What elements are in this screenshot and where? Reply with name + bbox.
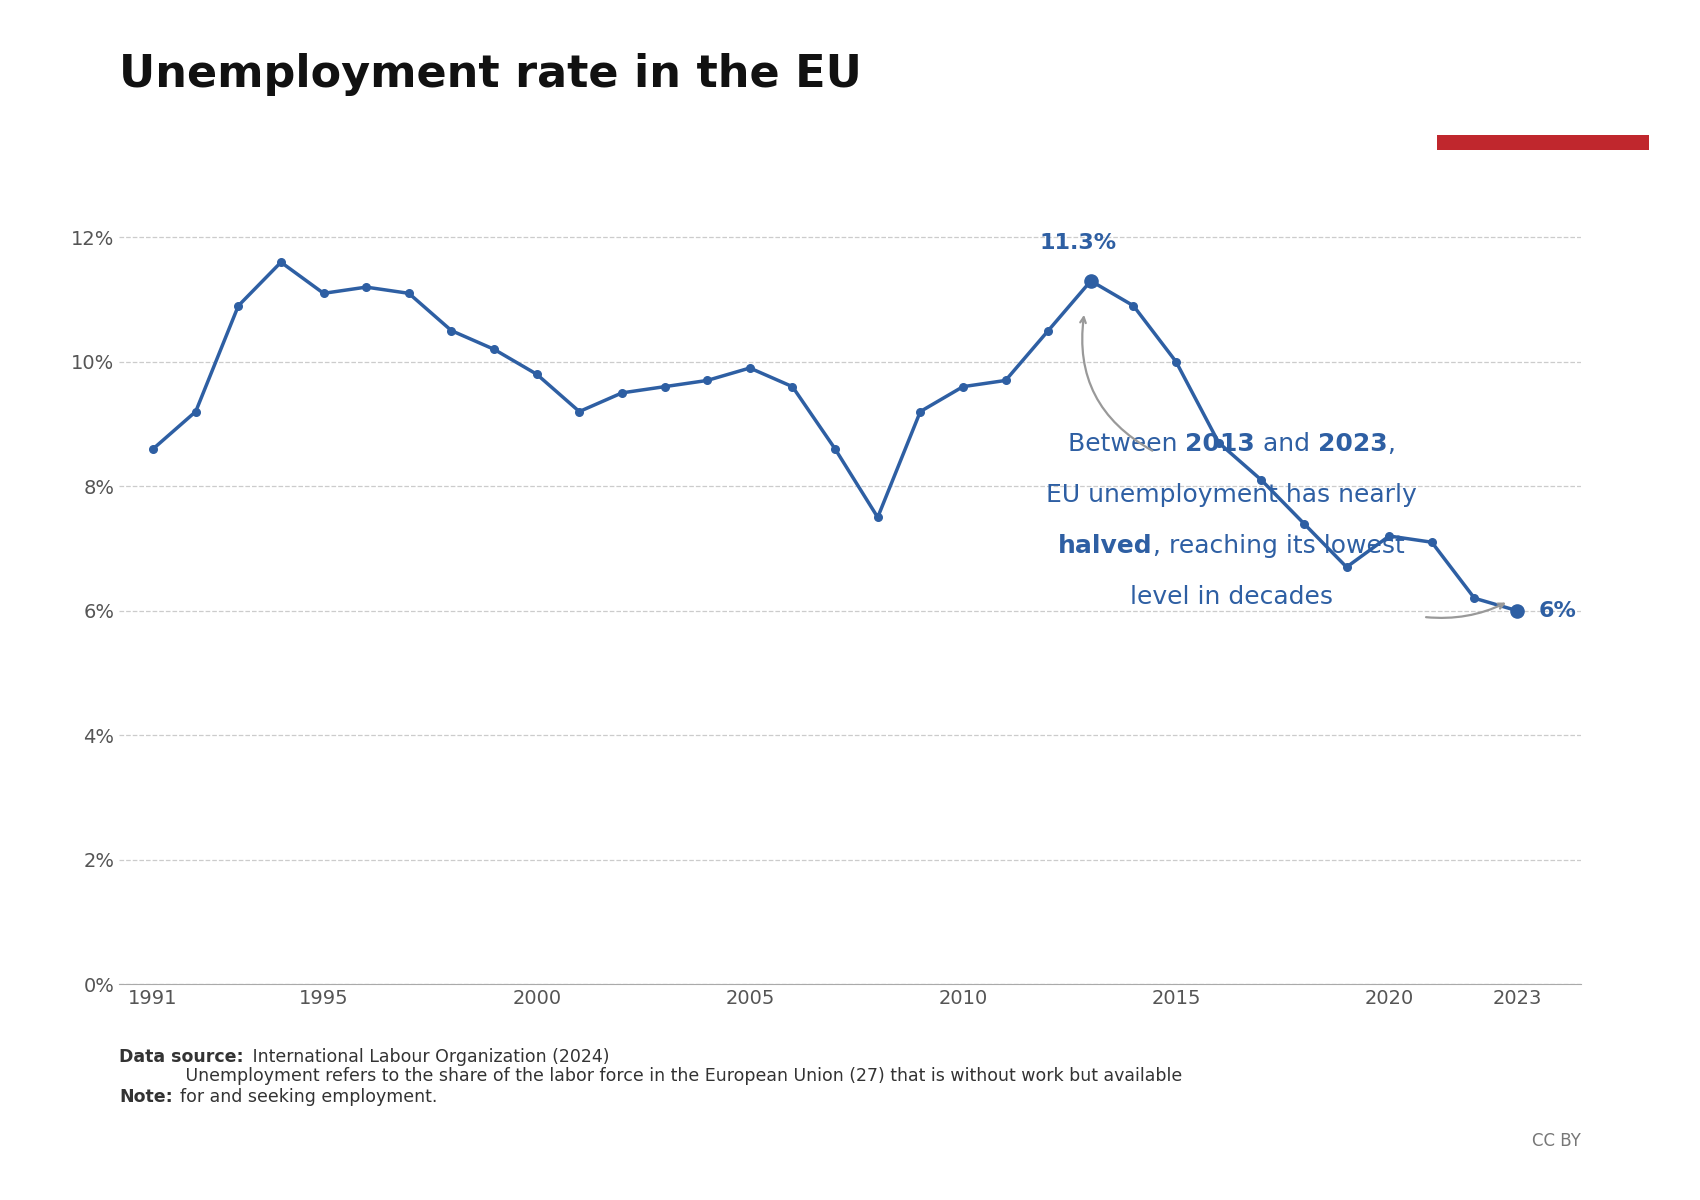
Point [906, 402, 933, 421]
Point [651, 377, 678, 396]
Point [993, 371, 1020, 390]
Point [182, 402, 209, 421]
Text: Unemployment refers to the share of the labor force in the European Union (27) t: Unemployment refers to the share of the … [180, 1067, 1183, 1105]
Text: level in decades: level in decades [1130, 584, 1333, 608]
Point [1375, 527, 1402, 546]
Point [609, 383, 636, 402]
Point [394, 283, 422, 302]
Text: 11.3%: 11.3% [1039, 233, 1117, 253]
Point [1503, 601, 1530, 620]
Point [267, 253, 294, 272]
Point [1333, 558, 1360, 577]
Text: , reaching its lowest: , reaching its lowest [1153, 534, 1404, 558]
Point [736, 359, 763, 378]
Text: 6%: 6% [1538, 601, 1576, 620]
Point [1163, 352, 1190, 371]
Text: Unemployment rate in the EU: Unemployment rate in the EU [119, 53, 862, 96]
Text: Our World: Our World [1488, 62, 1598, 82]
Point [1503, 601, 1530, 620]
Text: Note:: Note: [119, 1087, 173, 1105]
Point [1035, 322, 1062, 341]
Bar [1436, 136, 1649, 150]
Point [694, 371, 721, 390]
Text: ,: , [1387, 432, 1396, 456]
Text: EU unemployment has nearly: EU unemployment has nearly [1046, 482, 1416, 506]
Point [1290, 514, 1318, 533]
Point [821, 439, 848, 458]
Point [524, 365, 551, 384]
Point [1460, 589, 1488, 608]
Point [1078, 271, 1105, 290]
Point [1205, 433, 1232, 452]
Point [224, 296, 252, 316]
Text: Between: Between [1068, 432, 1185, 456]
Point [481, 340, 508, 359]
Point [864, 508, 891, 527]
Text: halved: halved [1059, 534, 1153, 558]
Text: International Labour Organization (2024): International Labour Organization (2024) [246, 1048, 609, 1066]
Point [139, 439, 167, 458]
Point [439, 322, 466, 341]
Point [566, 402, 593, 421]
Text: Data source:: Data source: [119, 1048, 243, 1066]
Text: 2023: 2023 [1318, 432, 1387, 456]
Text: in Data: in Data [1503, 98, 1583, 118]
Point [352, 277, 379, 296]
Point [1418, 533, 1445, 552]
Point [1120, 296, 1148, 316]
Point [949, 377, 976, 396]
Text: 2013: 2013 [1185, 432, 1255, 456]
Text: CC BY: CC BY [1532, 1132, 1581, 1150]
Text: and: and [1255, 432, 1318, 456]
Point [1248, 470, 1275, 490]
Point [779, 377, 806, 396]
Point [309, 283, 337, 302]
Point [1078, 271, 1105, 290]
